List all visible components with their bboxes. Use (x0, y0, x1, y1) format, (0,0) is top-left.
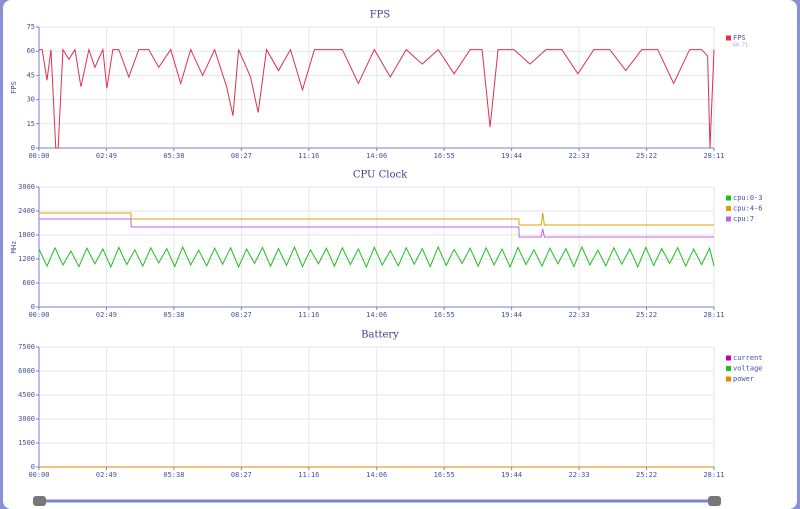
x-tick-label: 08:27 (231, 311, 252, 319)
x-tick-label: 19:44 (501, 152, 522, 160)
legend-label: current (733, 354, 763, 362)
series-line (38, 245, 715, 269)
y-axis-label: MHz (10, 241, 18, 254)
y-tick-label: 45 (27, 71, 35, 79)
y-tick-label: 30 (27, 96, 35, 104)
x-tick-label: 11:16 (298, 152, 319, 160)
x-tick-label: 14:06 (366, 311, 387, 319)
y-tick-label: 60 (27, 47, 35, 55)
legend-value: 60.71 (733, 43, 748, 49)
chart-title: Battery (361, 330, 399, 341)
x-tick-label: 25:22 (636, 311, 657, 319)
chart-title: FPS (370, 10, 391, 21)
x-tick-label: 08:27 (231, 471, 252, 479)
x-tick-label: 08:27 (231, 152, 252, 160)
x-tick-label: 05:38 (163, 152, 184, 160)
x-tick-label: 28:11 (703, 471, 724, 479)
y-tick-label: 3000 (18, 415, 35, 423)
x-tick-label: 11:16 (298, 471, 319, 479)
y-tick-label: 15 (27, 120, 35, 128)
legend-swatch (726, 206, 731, 211)
series-line (39, 212, 714, 226)
charts: FPS FPS 0 15 30 45 60 75 00:00 02:49 05:38 08:27 11:… (10, 10, 763, 506)
y-tick-label: 600 (22, 279, 35, 287)
x-tick-label: 16:55 (434, 152, 455, 160)
legend-label: cpu:7 (733, 215, 754, 223)
y-tick-label: 1800 (18, 231, 35, 239)
legend-label: FPS (733, 34, 746, 42)
x-tick-label: 22:33 (569, 152, 590, 160)
legend-swatch (726, 376, 731, 382)
y-tick-label: 1200 (18, 255, 35, 263)
y-tick-label: 3000 (18, 183, 35, 191)
y-tick-label: 75 (27, 23, 35, 31)
y-tick-label: 0 (31, 303, 35, 311)
x-tick-label: 00:00 (28, 152, 49, 160)
x-tick-label: 25:22 (636, 471, 657, 479)
legend-label: power (733, 375, 754, 383)
x-tick-label: 11:16 (298, 311, 319, 319)
x-tick-label: 22:33 (569, 471, 590, 479)
x-tick-label: 16:55 (434, 471, 455, 479)
chart-title: CPU Clock (353, 170, 408, 181)
legend-swatch (726, 216, 731, 222)
y-tick-label: 7500 (18, 343, 35, 351)
y-axis-label: FPS (10, 81, 18, 94)
y-tick-label: 2400 (18, 207, 35, 215)
legend-label: voltage (733, 365, 763, 373)
legend-swatch (726, 355, 731, 361)
x-tick-label: 14:06 (366, 152, 387, 160)
x-tick-label: 00:00 (28, 311, 49, 319)
y-tick-label: 0 (31, 144, 35, 152)
panel: FPS FPS 0 15 30 45 60 75 00:00 02:49 05:38 08:27 11:… (3, 0, 797, 509)
x-tick-label: 05:38 (163, 311, 184, 319)
series-line (39, 218, 714, 238)
legend-swatch (726, 195, 731, 201)
legend-label: cpu:4-6 (733, 205, 763, 213)
x-tick-label: 19:44 (501, 471, 522, 479)
x-tick-label: 28:11 (703, 311, 724, 319)
slider-handle-left[interactable] (33, 496, 46, 506)
y-tick-label: 1500 (18, 439, 35, 447)
series-line (39, 47, 715, 149)
y-tick-label: 0 (31, 463, 35, 471)
y-tick-label: 6000 (18, 367, 35, 375)
slider-handle-right[interactable] (708, 496, 721, 506)
x-tick-label: 16:55 (434, 311, 455, 319)
x-tick-label: 22:33 (569, 311, 590, 319)
x-tick-label: 05:38 (163, 471, 184, 479)
x-tick-label: 25:22 (636, 152, 657, 160)
x-tick-label: 19:44 (501, 311, 522, 319)
x-tick-label: 14:06 (366, 471, 387, 479)
x-tick-label: 02:49 (96, 152, 117, 160)
x-tick-label: 28:11 (703, 152, 724, 160)
x-tick-label: 00:00 (28, 471, 49, 479)
x-tick-label: 02:49 (96, 311, 117, 319)
legend-label: cpu:0-3 (733, 194, 763, 202)
y-tick-label: 4500 (18, 391, 35, 399)
x-tick-label: 02:49 (96, 471, 117, 479)
legend-swatch (726, 35, 731, 41)
legend-swatch (726, 366, 731, 371)
